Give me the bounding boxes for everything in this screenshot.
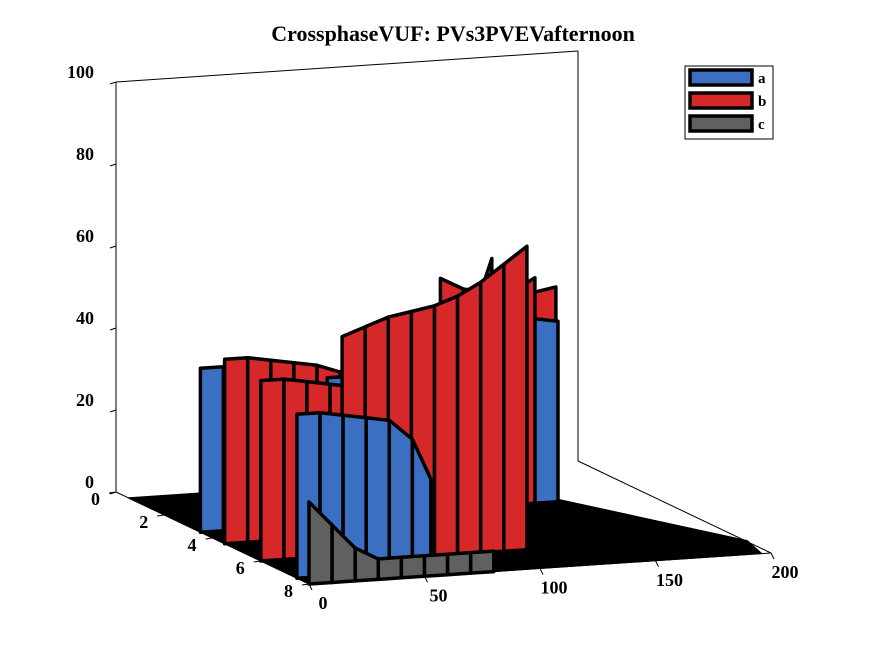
ribbon-segment-b (432, 294, 460, 558)
ribbon-segment-a (198, 364, 226, 535)
y-tick-mark (157, 514, 165, 517)
y-tick-label: 8 (284, 581, 293, 601)
ribbon-segment-c (468, 549, 496, 575)
ribbon-segment-b (455, 280, 483, 557)
x-tick-label: 0 (319, 593, 328, 613)
x-tick-label: 100 (541, 578, 568, 598)
ribbon-segment-b (222, 355, 250, 546)
y-tick-mark (205, 537, 213, 540)
legend-swatch-c (688, 114, 754, 133)
tick-labels: 0 20 40 60 80 100 0 50 100 150 200 0 2 4 6 8 (67, 62, 799, 613)
ribbon-segment-a (387, 418, 415, 574)
ribbon-segment-c (445, 550, 473, 577)
y-tick-label: 0 (91, 489, 100, 509)
z-tick-label: 0 (85, 472, 94, 492)
ribbon-segment-a (364, 416, 392, 576)
legend-swatch-a (688, 68, 754, 87)
z-tick-label: 20 (76, 390, 94, 410)
ribbon-segment-c (399, 554, 427, 580)
z-tick-label: 40 (76, 308, 94, 328)
z-tick-label: 80 (76, 144, 94, 164)
right-floor-edge (577, 460, 772, 554)
ribbons (198, 244, 560, 586)
ribbon-segment-c (376, 555, 404, 582)
back-top-edge (115, 50, 579, 83)
z-tick-mark (109, 409, 117, 413)
y-tick-label: 2 (139, 512, 148, 532)
ribbon-segment-b (259, 377, 286, 563)
x-tick-mark (308, 583, 313, 591)
y-tick-label: 6 (236, 558, 245, 578)
legend-label-b: b (758, 94, 766, 110)
z-tick-label: 100 (67, 62, 94, 82)
z-tick-mark (109, 327, 117, 331)
legend-label-c: c (758, 117, 765, 133)
ribbon-segment-c (422, 552, 450, 579)
y-tick-mark (301, 583, 310, 586)
x-tick-mark (770, 552, 775, 560)
z-tick-label: 60 (76, 226, 94, 246)
chart-title: CrossphaseVUF: PVs3PVEVafternoon (271, 21, 635, 46)
x-tick-label: 200 (772, 562, 799, 582)
legend-swatch-b (688, 91, 754, 110)
x-tick-label: 150 (656, 570, 683, 590)
legend: abc (684, 65, 774, 140)
x-tick-label: 50 (430, 585, 448, 605)
ribbon-segment-a (533, 317, 560, 506)
ribbon-segment-b (478, 262, 506, 555)
y-tick-mark (108, 491, 117, 494)
legend-label-a: a (758, 71, 766, 87)
x-tick-mark (655, 560, 659, 567)
ribbon-segment-b (502, 244, 529, 554)
x-tick-mark (424, 576, 428, 583)
ribbon-c-1 (307, 500, 496, 586)
z-tick-mark (109, 163, 117, 167)
x-tick-mark (539, 568, 544, 575)
y-tick-mark (253, 560, 261, 563)
z-tick-mark (109, 245, 117, 249)
y-tick-label: 4 (188, 535, 197, 555)
z-tick-mark (109, 81, 117, 85)
